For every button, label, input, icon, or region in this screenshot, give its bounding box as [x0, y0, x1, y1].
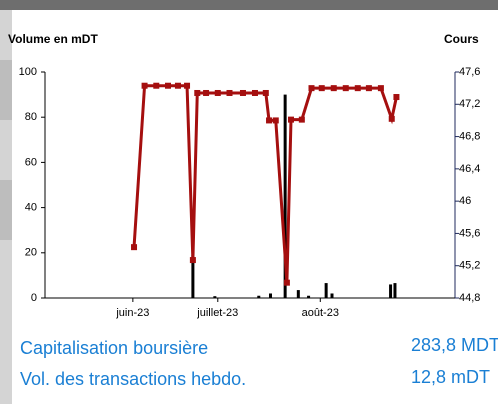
- y2-tick-label: 45,2: [459, 260, 480, 272]
- bar: [296, 290, 300, 298]
- price-marker: [288, 116, 294, 123]
- y2-tick-label: 46,8: [459, 130, 480, 142]
- price-marker: [266, 117, 273, 124]
- y-tick-label: 100: [19, 66, 37, 78]
- price-marker: [393, 94, 400, 101]
- price-marker: [318, 85, 325, 92]
- bar: [389, 284, 393, 298]
- x-tick-label: juillet-23: [196, 307, 238, 319]
- price-marker: [365, 85, 372, 92]
- price-marker: [194, 89, 201, 96]
- price-marker: [251, 89, 258, 96]
- y-tick-label: 0: [31, 292, 37, 304]
- y-axis-title: Volume en mDT: [8, 32, 98, 46]
- price-marker: [203, 89, 210, 96]
- price-marker: [141, 82, 148, 89]
- price-marker: [272, 117, 279, 124]
- y-tick-label: 20: [25, 247, 37, 259]
- y2-tick-label: 44,8: [459, 292, 480, 304]
- bar: [283, 94, 287, 298]
- price-marker: [226, 89, 233, 96]
- side-panel-band: [0, 180, 12, 240]
- bar: [269, 293, 272, 298]
- price-marker: [342, 85, 349, 92]
- bar: [191, 255, 195, 298]
- price-marker: [174, 82, 181, 89]
- x-tick-label: août-23: [302, 307, 339, 319]
- y2-tick-label: 46,4: [459, 163, 480, 175]
- stat-label: Capitalisation boursière: [20, 338, 208, 358]
- price-marker: [189, 257, 196, 264]
- price-marker: [377, 85, 384, 92]
- price-marker: [184, 82, 191, 89]
- bar: [330, 293, 334, 298]
- y-tick-label: 40: [25, 202, 37, 214]
- y-tick-label: 80: [25, 111, 37, 123]
- bar: [307, 295, 311, 298]
- stat-value: 12,8 mDT: [411, 367, 490, 387]
- price-marker: [153, 82, 160, 89]
- stat-value: 283,8 MDT: [411, 335, 498, 355]
- price-marker: [354, 85, 361, 92]
- top-bar: [0, 0, 498, 10]
- price-marker: [239, 89, 246, 96]
- bar: [213, 296, 217, 298]
- x-tick-label: juin-23: [115, 307, 149, 319]
- price-marker: [165, 82, 171, 89]
- y2-axis-title: Cours: [444, 32, 479, 46]
- price-marker: [388, 115, 395, 122]
- y2-tick-label: 47,6: [459, 66, 480, 78]
- y-tick-label: 60: [25, 156, 37, 168]
- bar: [257, 295, 261, 298]
- price-marker: [308, 85, 315, 92]
- y2-tick-label: 46: [459, 195, 471, 207]
- y2-tick-label: 47,2: [459, 98, 480, 110]
- bar: [324, 283, 328, 298]
- bar: [393, 283, 397, 298]
- price-marker: [330, 85, 337, 92]
- panel: [12, 10, 498, 404]
- price-marker: [131, 244, 138, 251]
- side-panel-band: [0, 60, 12, 120]
- price-marker: [283, 279, 290, 286]
- price-line: [132, 84, 398, 283]
- price-marker: [214, 89, 221, 96]
- price-marker: [298, 116, 305, 123]
- price-marker: [262, 89, 269, 96]
- y2-tick-label: 45,6: [459, 227, 480, 239]
- stat-label: Vol. des transactions hebdo.: [20, 369, 246, 389]
